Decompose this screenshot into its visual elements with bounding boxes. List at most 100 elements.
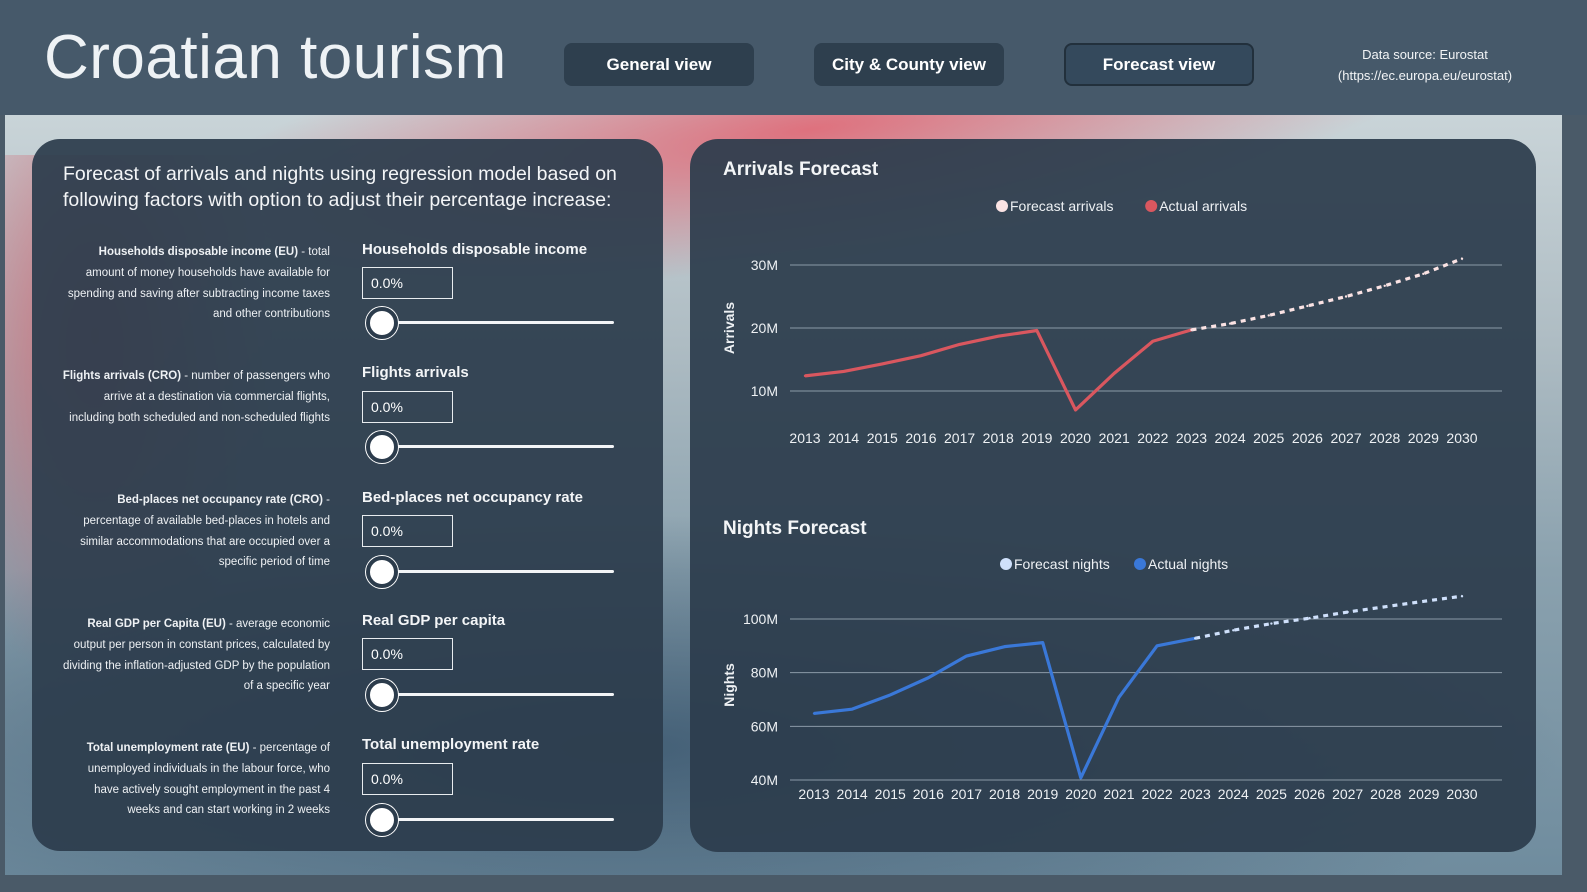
nights-y-tick-label: 60M [751,718,778,734]
nights-x-tick-label: 2026 [1294,786,1325,802]
nav-forecast-view-button[interactable]: Forecast view [1064,43,1254,86]
factors-intro-text: Forecast of arrivals and nights using re… [63,163,617,211]
nights-actual-point [965,654,968,658]
nights-forecast-point [1460,594,1464,598]
header-bar [0,0,1587,115]
income-slider-handle[interactable] [366,307,398,339]
arrivals-x-tick-label: 2030 [1446,430,1477,446]
flights-slider-handle[interactable] [366,431,398,463]
arrivals-forecast-point [1306,304,1309,308]
arrivals-actual-point [842,370,845,373]
data-source-label: Data source: Eurostat [1362,47,1488,62]
unemployment-percent-input[interactable] [362,763,453,795]
nights-x-tick-label: 2015 [875,786,906,802]
arrivals-actual-point [997,334,1000,338]
nights-forecast-point [1422,600,1426,603]
gdp-slider-track[interactable] [382,693,614,696]
occupancy-slider-track[interactable] [382,570,614,573]
forecast-charts: 10M 20M 30M 2013 2014 2015 2016 2017 2018 2019 202… [721,198,1502,802]
factor-description-occupancy: Bed-places net occupancy rate (CRO) - pe… [80,494,330,569]
nights-x-tick-label: 2025 [1256,786,1287,802]
occupancy-slider-handle[interactable] [366,556,398,588]
factor-description-income: Households disposable income (EU) - tota… [67,246,330,321]
arrivals-x-tick-label: 2013 [789,430,820,446]
arrivals-x-tick-label: 2016 [905,430,936,446]
nav-general-view-button[interactable]: General view [564,43,754,86]
nights-y-tick-label: 100M [743,611,778,627]
flights-slider-track[interactable] [382,445,614,448]
arrivals-forecast-point [1228,322,1232,325]
nights-actual-point [889,693,892,697]
arrivals-legend-forecast-label: Forecast arrivals [1010,198,1113,214]
factor-title-unemployment: Total unemployment rate [362,736,540,753]
income-percent-input[interactable] [362,267,453,299]
nights-y-tick-label: 80M [751,665,778,681]
arrivals-x-tick-label: 2020 [1060,430,1091,446]
factor-title-gdp: Real GDP per capita [362,612,506,629]
arrivals-x-tick-label: 2025 [1253,430,1284,446]
factor-title-occupancy: Bed-places net occupancy rate [362,489,583,506]
arrivals-y-tick-label: 20M [751,320,778,336]
arrivals-chart-title: Arrivals Forecast [723,159,879,180]
arrivals-x-tick-label: 2028 [1369,430,1400,446]
nights-legend-forecast-label: Forecast nights [1014,556,1110,572]
nights-x-tick-label: 2019 [1027,786,1058,802]
arrivals-x-tick-label: 2024 [1215,430,1246,446]
nav-city-county-view-button[interactable]: City & County view [814,43,1004,86]
flights-percent-input[interactable] [362,391,453,423]
nights-legend-forecast-marker [1000,558,1012,570]
arrivals-forecast-point [1460,257,1464,260]
arrivals-x-tick-label: 2021 [1099,430,1130,446]
arrivals-y-tick-label: 30M [751,257,778,273]
nights-forecast-point [1270,622,1273,625]
arrivals-actual-point [1035,329,1039,332]
page-title: Croatian tourism [44,23,507,92]
gdp-slider-handle[interactable] [366,679,398,711]
nights-x-tick-label: 2024 [1218,786,1249,802]
arrivals-actual-series-line [804,328,1192,412]
arrivals-x-tick-label: 2027 [1330,430,1361,446]
arrivals-forecast-point [1344,295,1348,298]
nights-actual-point [812,712,816,715]
arrivals-x-tick-label: 2019 [1021,430,1052,446]
nights-actual-point [1003,645,1006,648]
nights-actual-point [1117,696,1121,699]
arrivals-x-tick-label: 2017 [944,430,975,446]
nights-legend-actual-marker [1134,558,1146,570]
nights-x-tick-label: 2029 [1408,786,1439,802]
arrivals-actual-point [1112,372,1116,375]
nights-actual-series-line [813,636,1196,780]
factor-title-income: Households disposable income [362,241,588,258]
arrivals-x-tick-label: 2014 [828,430,859,446]
arrivals-actual-point [881,362,884,366]
unemployment-slider-track[interactable] [382,818,614,821]
charts-panel: Arrivals Forecast Nights Forecast 10M 20M… [690,139,1536,852]
arrivals-forecast-point [1383,284,1386,287]
arrivals-forecast-series-line [1191,257,1463,332]
income-slider-track[interactable] [382,321,614,324]
arrivals-forecast-point [1422,272,1425,276]
arrivals-actual-point [1151,340,1155,343]
occupancy-percent-input[interactable] [362,515,453,547]
arrivals-x-tick-label: 2015 [867,430,898,446]
nights-forecast-point [1308,616,1311,620]
arrivals-x-tick-label: 2022 [1137,430,1168,446]
gdp-percent-input[interactable] [362,638,453,670]
unemployment-slider-handle[interactable] [366,804,398,836]
arrivals-x-tick-label: 2029 [1408,430,1439,446]
nights-legend-actual-label: Actual nights [1148,556,1228,572]
nights-forecast-point [1193,637,1197,640]
nights-actual-point [927,676,930,679]
arrivals-y-tick-label: 10M [751,383,778,399]
nights-x-tick-label: 2018 [989,786,1020,802]
data-source-link[interactable]: (https://ec.europa.eu/eurostat) [1337,68,1513,83]
factors-panel: Forecast of arrivals and nights using re… [32,139,663,851]
data-source-note: Data source: Eurostat (https://ec.europa… [1320,44,1530,86]
arrivals-legend-forecast-marker [996,200,1008,212]
nights-actual-point [1079,776,1083,780]
arrivals-y-axis-label: Arrivals [721,302,737,354]
nights-actual-point [850,707,854,711]
arrivals-legend-actual-marker [1145,200,1158,212]
nights-forecast-point [1346,610,1349,614]
nights-x-tick-label: 2028 [1370,786,1401,802]
